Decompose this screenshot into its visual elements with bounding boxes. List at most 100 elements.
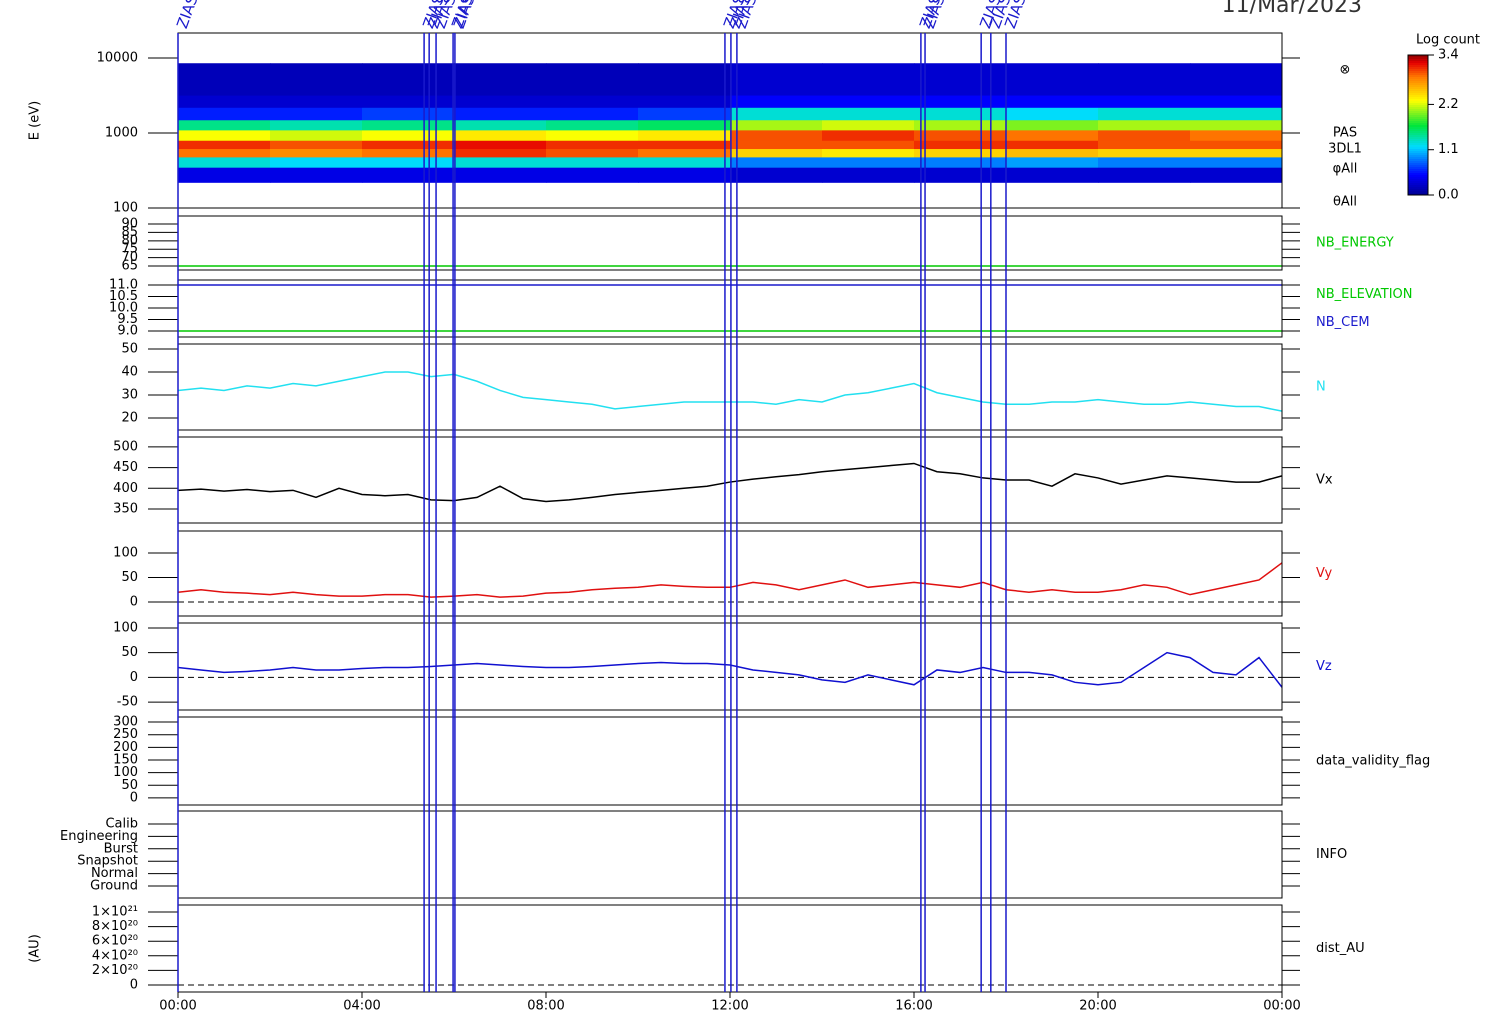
colorbar-swatch (1408, 81, 1428, 84)
colorbar-swatch (1408, 117, 1428, 120)
event-label: ZIAS (173, 0, 202, 31)
colorbar-swatch (1408, 115, 1428, 118)
colorbar-swatch (1408, 135, 1428, 138)
y-tick-label: 100 (113, 620, 138, 635)
heatmap-cell (1190, 119, 1283, 131)
heatmap-cell (454, 156, 547, 168)
heatmap-cell (362, 95, 455, 108)
colorbar-swatch (1408, 157, 1428, 160)
colorbar-swatch (1408, 145, 1428, 148)
colorbar-swatch (1408, 175, 1428, 178)
y-tick-label: 500 (113, 439, 138, 454)
panel-frame (177, 530, 1283, 617)
y-tick-label: Normal (91, 866, 138, 881)
colorbar-swatch (1408, 105, 1428, 108)
heatmap-cell (546, 119, 639, 131)
panel-frame (177, 343, 1283, 431)
colorbar-swatch (1408, 91, 1428, 94)
y-tick-label: 50 (121, 778, 138, 793)
heatmap-cell (914, 107, 1007, 121)
heatmap-cell (638, 129, 731, 141)
colorbar-swatch (1408, 113, 1428, 116)
colorbar-swatch (1408, 121, 1428, 124)
heatmap-cell (638, 148, 731, 158)
heatmap-cell (178, 148, 271, 158)
y-tick-label: 100 (113, 765, 138, 780)
heatmap-cell (914, 95, 1007, 108)
heatmap-cell (638, 95, 731, 108)
heatmap-cell (1098, 63, 1191, 96)
y-tick-label: 8×10²⁰ (92, 919, 138, 934)
y-tick-label: 10.5 (109, 289, 138, 304)
heatmap-cell (178, 119, 271, 131)
colorbar-swatch (1408, 153, 1428, 156)
heatmap-cell (822, 119, 915, 131)
x-tick-label: 00:00 (1263, 999, 1300, 1014)
heatmap-cell (270, 167, 363, 183)
y-tick-label: 0 (130, 790, 138, 805)
colorbar-title: Log count (1416, 33, 1480, 48)
colorbar-tick-label: 0.0 (1438, 188, 1459, 203)
colorbar-swatch (1408, 67, 1428, 70)
y-tick-label: 100 (113, 201, 138, 216)
heatmap-cell (1098, 95, 1191, 108)
colorbar-swatch (1408, 111, 1428, 114)
panel-frame (177, 904, 1283, 993)
colorbar-swatch (1408, 89, 1428, 92)
heatmap-cell (638, 156, 731, 168)
colorbar-swatch (1408, 137, 1428, 140)
heatmap-cell (362, 140, 455, 150)
series-line (177, 651, 1283, 688)
colorbar-swatch (1408, 151, 1428, 154)
heatmap-cell (454, 107, 547, 121)
heatmap-cell (178, 63, 271, 96)
heatmap-cell (454, 63, 547, 96)
heatmap-cell (546, 107, 639, 121)
heatmap-cell (914, 167, 1007, 183)
y-axis-title: (AU) (28, 934, 43, 963)
heatmap-cell (454, 167, 547, 183)
colorbar-tick-label: 1.1 (1438, 142, 1459, 157)
legend-label: Vx (1316, 473, 1333, 488)
heatmap-cell (822, 95, 915, 108)
colorbar-swatch (1408, 65, 1428, 68)
colorbar-swatch (1408, 55, 1428, 58)
heatmap-cell (362, 119, 455, 131)
colorbar-swatch (1408, 97, 1428, 100)
y-tick-label: 0 (130, 977, 138, 992)
heatmap-cell (270, 95, 363, 108)
heatmap-cell (1098, 107, 1191, 121)
heatmap-cell (1190, 63, 1283, 96)
heatmap-cell (178, 107, 271, 121)
heatmap-cell (362, 63, 455, 96)
legend-label: NB_CEM (1316, 315, 1370, 330)
colorbar-swatch (1408, 95, 1428, 98)
colorbar-swatch (1408, 139, 1428, 142)
heatmap-cell (270, 119, 363, 131)
heatmap-cell (1098, 156, 1191, 168)
y-axis-title: E (eV) (28, 101, 43, 140)
colorbar-swatch (1408, 131, 1428, 134)
legend-label: N (1316, 380, 1326, 395)
y-tick-label: 10000 (97, 50, 138, 65)
colorbar-swatch (1408, 77, 1428, 80)
heatmap-cell (270, 148, 363, 158)
spectrogram-label: φAll (1333, 162, 1358, 177)
colorbar-swatch (1408, 165, 1428, 168)
colorbar-swatch (1408, 99, 1428, 102)
spectrogram-label: ⊗ (1340, 63, 1351, 78)
legend-label: NB_ELEVATION (1316, 287, 1413, 302)
y-tick-label: 0 (130, 594, 138, 609)
panel-frame (177, 716, 1283, 806)
x-tick-label: 12:00 (711, 999, 748, 1014)
y-tick-label: 0 (130, 670, 138, 685)
colorbar-swatch (1408, 179, 1428, 182)
heatmap-cell (1006, 167, 1099, 183)
colorbar-swatch (1408, 63, 1428, 66)
colorbar-swatch (1408, 79, 1428, 82)
y-tick-label: 30 (121, 388, 138, 403)
colorbar-swatch (1408, 159, 1428, 162)
heatmap-cell (914, 156, 1007, 168)
colorbar-swatch (1408, 109, 1428, 112)
y-tick-label: 50 (121, 342, 138, 357)
